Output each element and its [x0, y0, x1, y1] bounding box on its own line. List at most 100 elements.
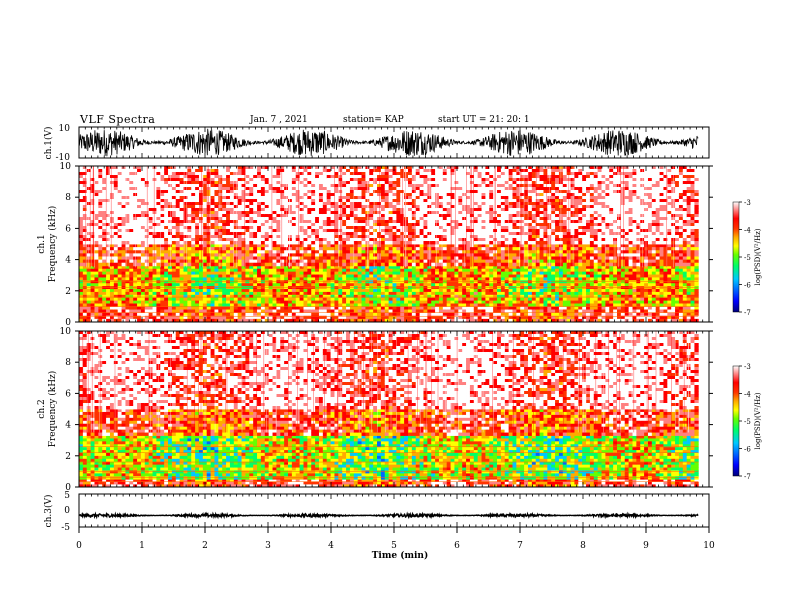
- spectrogram-cell: [458, 274, 463, 278]
- spectrogram-cell: [601, 247, 606, 251]
- spectrogram-cell: [160, 297, 165, 302]
- spectrogram-cell: [500, 268, 506, 273]
- spectrogram-cell: [299, 283, 304, 287]
- spectrogram-cell: [593, 253, 599, 257]
- spectrogram-cell: [226, 306, 231, 310]
- spectrogram-cell: [137, 306, 142, 310]
- spectrogram-cell: [276, 318, 281, 323]
- spectrogram-cell: [500, 318, 506, 323]
- spectrogram-cell: [121, 309, 126, 314]
- spectrogram-cell: [257, 247, 262, 251]
- spectrogram-cell: [195, 172, 200, 176]
- spectrogram-cell: [79, 232, 84, 236]
- spectrogram-cell: [160, 303, 165, 307]
- spectrogram-cell: [462, 289, 467, 293]
- spectrogram-cell: [423, 294, 428, 299]
- spectrogram-cell: [171, 223, 177, 227]
- spectrogram-cell: [168, 172, 173, 176]
- spectrogram-cell: [102, 268, 107, 273]
- spectrogram-cell: [667, 271, 672, 275]
- spectrogram-cell: [516, 291, 521, 296]
- spectrogram-cell: [183, 169, 188, 173]
- spectrogram-cell: [198, 268, 204, 273]
- spectrogram-cell: [160, 235, 165, 239]
- spectrogram-cell: [307, 265, 312, 270]
- spectrogram-cell: [338, 280, 343, 284]
- spectrogram-cell: [531, 259, 537, 264]
- spectrogram-cell: [473, 265, 479, 270]
- spectrogram-cell: [210, 312, 215, 317]
- spectrogram-cell: [303, 294, 308, 299]
- spectrogram-cell: [183, 184, 188, 188]
- spectrogram-cell: [411, 306, 417, 310]
- spectrogram-cell: [543, 259, 548, 264]
- spectrogram-cell: [524, 277, 529, 281]
- spectrogram-cell: [109, 259, 115, 264]
- spectrogram-cell: [524, 265, 529, 270]
- spectrogram-cell: [570, 277, 575, 281]
- spectrogram-cell: [90, 241, 95, 245]
- spectrogram-cell: [148, 181, 153, 185]
- spectrogram-cell: [655, 271, 660, 275]
- spectrogram-cell: [311, 312, 316, 317]
- spectrogram-cell: [373, 309, 378, 314]
- spectrogram-cell: [578, 283, 583, 287]
- spectrogram-cell: [620, 303, 626, 307]
- spectrogram-cell: [574, 265, 579, 270]
- spectrogram-cell: [117, 175, 122, 179]
- spectrogram-cell: [175, 217, 181, 221]
- spectrogram-cell: [125, 187, 130, 191]
- spectrogram-cell: [148, 166, 153, 170]
- spectrogram-cell: [415, 265, 421, 270]
- spectrogram-cell: [330, 309, 335, 314]
- spectrogram-cell: [94, 205, 99, 209]
- spectrogram-cell: [647, 280, 653, 284]
- spectrogram-cell: [570, 244, 575, 248]
- spectrogram-cell: [473, 250, 479, 254]
- spectrogram-cell: [322, 244, 328, 248]
- spectrogram-cell: [589, 271, 595, 275]
- spectrogram-cell: [384, 303, 390, 307]
- spectrogram-cell: [682, 318, 688, 323]
- spectrogram-cell: [605, 256, 610, 260]
- spectrogram-cell: [458, 312, 463, 317]
- spectrogram-cell: [191, 193, 196, 197]
- spectrogram-cell: [268, 253, 273, 257]
- spectrogram-cell: [311, 250, 316, 254]
- spectrogram-cell: [129, 268, 134, 273]
- spectrogram-cell: [342, 306, 347, 310]
- spectrogram-cell: [527, 280, 533, 284]
- spectrogram-cell: [82, 280, 88, 284]
- spectrogram-cell: [152, 187, 157, 191]
- spectrogram-cell: [272, 262, 277, 267]
- spectrogram-cell: [469, 271, 475, 275]
- spectrogram-cell: [94, 229, 99, 233]
- spectrogram-cell: [539, 315, 544, 320]
- spectrogram-cell: [497, 244, 502, 248]
- spectrogram-cell: [466, 280, 471, 284]
- spectrogram-cell: [164, 235, 169, 239]
- spectrogram-cell: [82, 181, 88, 185]
- spectrogram-cell: [253, 315, 258, 320]
- spectrogram-cell: [98, 253, 103, 257]
- spectrogram-cell: [90, 297, 95, 302]
- spectrogram-cell: [408, 294, 413, 299]
- spectrogram-cell: [113, 309, 119, 314]
- spectrogram-cell: [524, 274, 529, 278]
- spectrogram-cell: [613, 280, 618, 284]
- spectrogram-cell: [330, 283, 335, 287]
- spectrogram-cell: [253, 250, 258, 254]
- spectrogram-cell: [558, 291, 564, 296]
- spectrogram-cell: [423, 289, 428, 293]
- spectrogram-cell: [527, 265, 533, 270]
- spectrogram-cell: [419, 297, 424, 302]
- spectrogram-cell: [373, 274, 378, 278]
- spectrogram-cell: [651, 268, 657, 273]
- spectrogram-cell: [137, 184, 142, 188]
- spectrogram-cell: [380, 280, 386, 284]
- spectrogram-cell: [79, 226, 84, 230]
- spectrogram-cell: [164, 253, 169, 257]
- spectrogram-cell: [171, 312, 177, 317]
- spectrogram-cell: [469, 268, 475, 273]
- spectrogram-cell: [237, 294, 242, 299]
